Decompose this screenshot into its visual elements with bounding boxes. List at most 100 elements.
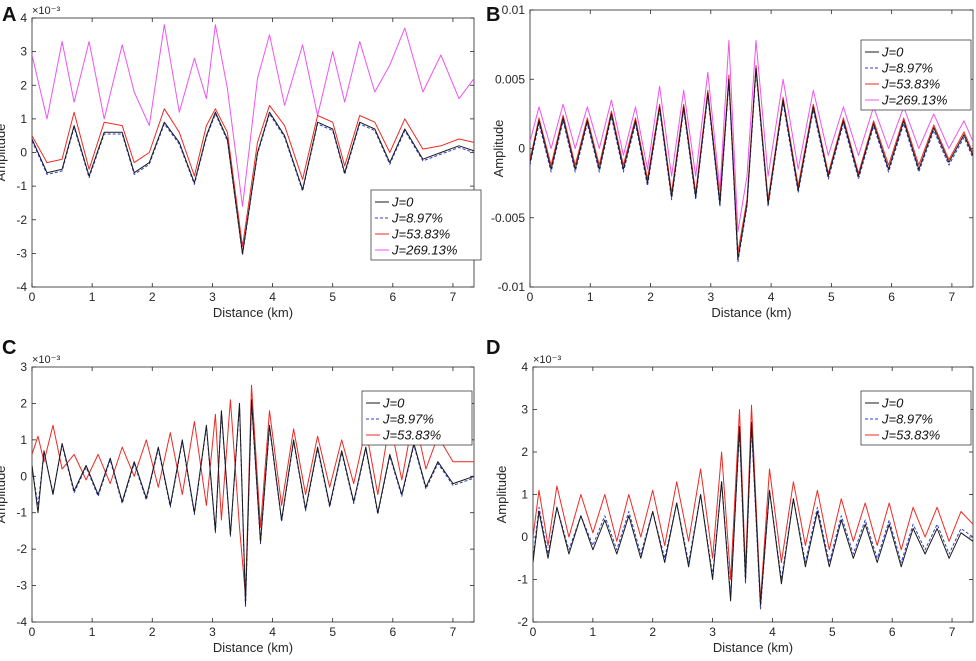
series-line-2 xyxy=(32,384,474,597)
y-tick-label: -1 xyxy=(517,573,528,587)
y-tick-label: 1 xyxy=(20,433,27,447)
y-tick-label: -2 xyxy=(16,213,27,227)
x-tick-label: 4 xyxy=(768,290,775,304)
series-line-1 xyxy=(32,113,474,256)
x-tick-label: 0 xyxy=(527,290,534,304)
panel-b: B 0 1 2 3 4 5 6 7 -0.01 -0.005 0 0.005 0.01 Distance (… xyxy=(486,3,974,320)
y-tick-label: 0 xyxy=(521,530,528,544)
x-tick-label: 0 xyxy=(530,625,537,639)
x-tick-label: 2 xyxy=(647,290,654,304)
y-tick-label: 3 xyxy=(20,45,27,59)
y-tick-label: 2 xyxy=(20,78,27,92)
series-group xyxy=(32,384,474,608)
x-tick-label: 3 xyxy=(209,290,216,304)
x-tick-label: 0 xyxy=(29,625,36,639)
panel-letter: D xyxy=(486,337,500,359)
panel-a: A 0 1 2 3 4 5 6 7 -4 -3 -2 -1 0 1 2 3 4 ×10⁻³ Distance (km)… xyxy=(0,4,482,320)
legend-label: J=53.83% xyxy=(881,77,940,92)
x-tick-label: 3 xyxy=(209,625,216,639)
legend: J=0J=8.97%J=53.83% xyxy=(361,390,473,446)
series-line-0 xyxy=(32,399,474,605)
series-group xyxy=(530,40,973,263)
legend-label: J=8.97% xyxy=(382,412,434,427)
legend-label: J=0 xyxy=(391,195,414,210)
series-line-1 xyxy=(530,70,973,263)
x-tick-label: 6 xyxy=(889,625,896,639)
y-tick-label: 2 xyxy=(521,445,528,459)
y-exponent-label: ×10⁻³ xyxy=(533,354,561,366)
x-tick-label: 2 xyxy=(149,625,156,639)
x-tick-label: 1 xyxy=(89,290,96,304)
y-tick-label: -2 xyxy=(16,542,27,556)
y-tick-label: -3 xyxy=(16,246,27,260)
legend-label: J=0 xyxy=(881,45,904,60)
series-line-3 xyxy=(32,24,474,207)
x-tick-label: 3 xyxy=(709,625,716,639)
legend-box xyxy=(860,390,972,446)
x-tick-label: 1 xyxy=(587,290,594,304)
legend-box xyxy=(361,390,473,446)
y-tick-label: -1 xyxy=(16,179,27,193)
x-tick-label: 7 xyxy=(450,290,457,304)
y-axis-label: Amplitude xyxy=(0,466,8,524)
legend-label: J=0 xyxy=(881,396,904,411)
x-tick-label: 5 xyxy=(829,625,836,639)
x-tick-label: 1 xyxy=(89,625,96,639)
x-tick-label: 1 xyxy=(590,625,597,639)
panel-letter: C xyxy=(2,337,16,359)
x-tick-label: 5 xyxy=(329,625,336,639)
x-tick-label: 7 xyxy=(949,625,956,639)
legend-label: J=0 xyxy=(382,396,405,411)
series-line-0 xyxy=(32,111,474,254)
y-tick-label: 4 xyxy=(20,11,27,25)
legend-label: J=269.13% xyxy=(881,93,947,108)
legend: J=0J=8.97%J=53.83%J=269.13% xyxy=(860,39,972,111)
x-tick-label: 6 xyxy=(389,625,396,639)
x-tick-label: 5 xyxy=(329,290,336,304)
y-axis-label: Amplitude xyxy=(0,124,8,182)
y-tick-label: 3 xyxy=(521,403,528,417)
y-tick-label: -3 xyxy=(16,579,27,593)
legend-label: J=8.97% xyxy=(391,211,443,226)
y-tick-label: -0.01 xyxy=(498,280,526,294)
x-tick-label: 5 xyxy=(828,290,835,304)
y-tick-label: 2 xyxy=(20,396,27,410)
series-line-0 xyxy=(533,421,973,606)
legend-label: J=53.83% xyxy=(391,227,450,242)
y-tick-label: 0.005 xyxy=(495,72,525,86)
y-tick-label: -0.005 xyxy=(491,211,525,225)
legend-label: J=269.13% xyxy=(391,243,457,258)
y-tick-label: 0 xyxy=(518,142,525,156)
y-tick-label: 1 xyxy=(20,112,27,126)
y-exponent-label: ×10⁻³ xyxy=(32,5,60,17)
x-tick-label: 3 xyxy=(707,290,714,304)
y-tick-label: 0 xyxy=(20,469,27,483)
series-line-0 xyxy=(530,67,973,260)
legend: J=0J=8.97%J=53.83% xyxy=(860,390,972,446)
y-tick-label: -2 xyxy=(517,615,528,629)
series-group xyxy=(533,404,973,610)
x-tick-label: 6 xyxy=(389,290,396,304)
x-tick-label: 4 xyxy=(769,625,776,639)
y-axis-label: Amplitude xyxy=(491,120,506,178)
y-tick-label: 4 xyxy=(521,360,528,374)
y-tick-label: -4 xyxy=(16,280,27,294)
legend-box xyxy=(860,39,972,111)
x-tick-label: 4 xyxy=(269,290,276,304)
y-exponent-label: ×10⁻³ xyxy=(32,354,60,366)
series-line-2 xyxy=(32,104,474,248)
legend-label: J=53.83% xyxy=(881,428,940,443)
legend-label: J=53.83% xyxy=(382,428,441,443)
panel-d: D 0 1 2 3 4 5 6 7 -2 -1 0 1 2 3 4 ×10⁻³ Distance (km) Ampl… xyxy=(486,337,974,655)
x-axis-label: Distance (km) xyxy=(213,640,293,655)
x-tick-label: 2 xyxy=(149,290,156,304)
y-tick-label: 0.01 xyxy=(502,3,526,17)
x-axis-label: Distance (km) xyxy=(213,305,293,320)
y-tick-label: -1 xyxy=(16,506,27,520)
x-axis-label: Distance (km) xyxy=(711,305,791,320)
x-tick-label: 7 xyxy=(450,625,457,639)
y-tick-label: 1 xyxy=(521,488,528,502)
y-axis-label: Amplitude xyxy=(494,466,509,524)
y-tick-label: 0 xyxy=(20,146,27,160)
